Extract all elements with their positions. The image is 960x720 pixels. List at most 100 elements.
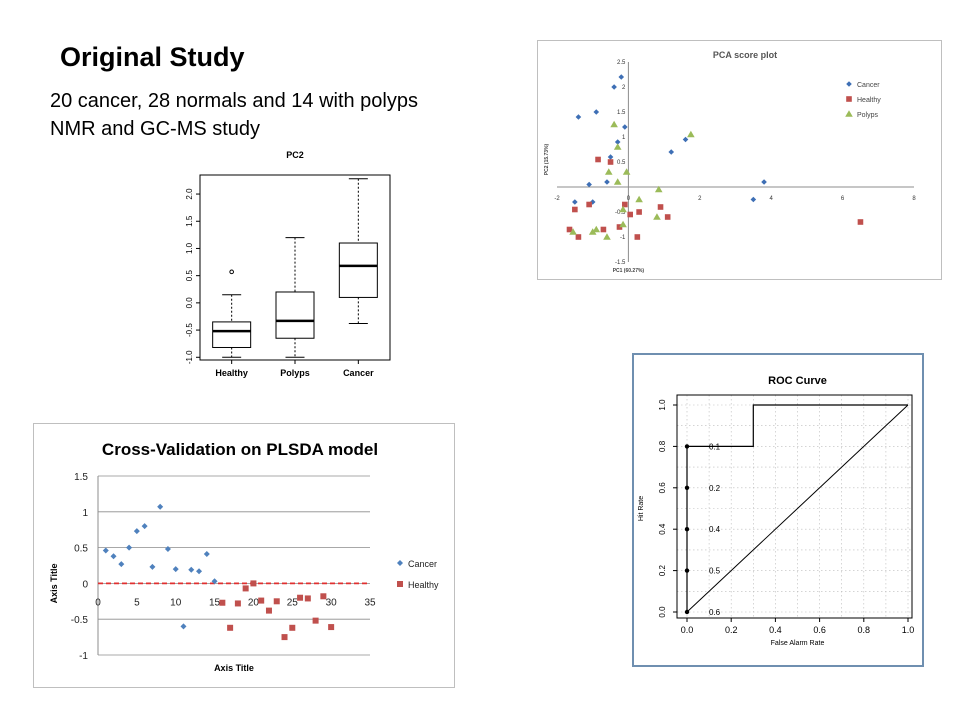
roc-threshold-point <box>684 485 690 490</box>
pca-point-polyps <box>604 168 613 175</box>
roc-xtick-label: 0.6 <box>813 625 826 635</box>
roc-frame <box>632 353 924 667</box>
cv-point-healthy <box>219 599 226 606</box>
pca-point-polyps <box>592 225 601 233</box>
boxplot-box <box>275 291 315 339</box>
cv-point-cancer <box>211 578 218 585</box>
boxplot-category-label: Cancer <box>343 368 374 378</box>
roc-threshold-point <box>684 444 690 449</box>
pca-ytick-label: -1 <box>620 235 626 241</box>
roc-y-label: Hit Rate <box>638 496 645 521</box>
boxplot-category-label: Polyps <box>280 368 310 378</box>
cv-xtick-label: 10 <box>170 597 182 608</box>
cv-point-healthy <box>258 597 265 604</box>
cv-point-healthy <box>227 624 234 631</box>
cv-point-cancer <box>196 568 203 575</box>
roc-threshold-point <box>684 609 690 615</box>
boxplot-ytick-label: 1.5 <box>185 215 194 227</box>
pca-point-healthy <box>627 211 633 218</box>
cv-point-healthy <box>242 585 249 592</box>
cv-point-healthy <box>297 594 304 601</box>
pca-ytick-label: 1 <box>622 135 626 141</box>
pca-point-polyps <box>622 168 631 175</box>
boxplot-ytick-label: 0.0 <box>185 297 194 309</box>
boxplot-ytick-label: 0.5 <box>185 270 194 282</box>
pca-legend-marker-polyps <box>845 110 853 117</box>
cv-legend-marker-cancer <box>397 560 403 566</box>
study-description-line-2: NMR and GC-MS study <box>50 118 261 140</box>
cv-point-healthy <box>265 607 272 614</box>
pca-point-healthy <box>622 201 628 208</box>
roc-title: ROC Curve <box>768 375 827 387</box>
pca-legend-marker-healthy <box>846 96 852 102</box>
cv-point-healthy <box>320 593 327 600</box>
cv-ytick-label: -1 <box>79 651 88 662</box>
roc-chance-diagonal <box>686 404 909 613</box>
cv-point-healthy <box>273 598 280 605</box>
pca-point-healthy <box>586 201 592 208</box>
pca-point-cancer <box>607 154 614 160</box>
cv-xtick-label: 5 <box>134 597 140 608</box>
cv-point-cancer <box>118 561 125 568</box>
cv-ytick-label: 1.5 <box>74 472 88 483</box>
pca-point-cancer <box>604 179 610 185</box>
pca-point-polyps <box>635 195 643 203</box>
pca-legend-marker-cancer <box>846 81 852 87</box>
cv-point-cancer <box>172 566 179 573</box>
cv-x-label: Axis Title <box>214 663 254 673</box>
roc-ytick-label: 0.6 <box>658 482 667 494</box>
pca-point-cancer <box>750 196 757 203</box>
roc-ytick-label: 1.0 <box>658 399 667 411</box>
roc-threshold-label: 0.6 <box>709 608 721 617</box>
pca-xtick-label: 6 <box>841 196 845 202</box>
pca-point-polyps <box>619 220 627 228</box>
boxplot-ytick-label: 2.0 <box>185 188 194 200</box>
pca-x-label: PC1 (60.27%) <box>613 268 645 274</box>
pca-xtick-label: 4 <box>770 196 774 202</box>
cv-point-cancer <box>164 546 171 553</box>
pca-xtick-label: 0 <box>627 196 631 202</box>
pca-point-cancer <box>593 109 600 115</box>
study-description-line-1: 20 cancer, 28 normals and 14 with polyps <box>50 90 418 112</box>
pca-point-polyps <box>613 143 622 150</box>
cv-ytick-label: 0.5 <box>74 544 88 555</box>
pca-point-healthy <box>572 206 578 213</box>
boxplot-box <box>338 242 378 298</box>
roc-xtick-label: 0.2 <box>725 625 738 635</box>
boxplot-outlier <box>229 269 234 275</box>
boxplot-title: PC2 <box>286 150 304 160</box>
cv-point-cancer <box>110 553 117 560</box>
pca-point-healthy <box>636 209 642 215</box>
pca-point-cancer <box>572 199 578 205</box>
roc-threshold-point <box>684 527 690 532</box>
roc-ytick-label: 0.0 <box>658 606 667 618</box>
cv-point-healthy <box>250 580 257 587</box>
pca-score-plot-chart: PCA score plot -2 0 2 4 6 8 -1.5 -1 -0.5 0.5 1 1.5 2 2… <box>537 40 942 280</box>
pca-point-healthy <box>607 159 614 165</box>
roc-x-label: False Alarm Rate <box>771 640 825 647</box>
cv-point-cancer <box>133 528 140 535</box>
cv-ytick-label: 1 <box>82 508 88 519</box>
pca-legend-label: Cancer <box>857 82 880 89</box>
pca-ytick-label: -0.5 <box>615 210 626 216</box>
pca-ytick-label: -1.5 <box>615 260 626 266</box>
cv-point-cancer <box>149 563 156 570</box>
cv-point-healthy <box>281 634 288 641</box>
cv-frame <box>33 423 455 688</box>
roc-ytick-label: 0.4 <box>658 523 667 535</box>
pca-point-polyps <box>588 228 597 235</box>
pca-point-cancer <box>614 139 621 145</box>
roc-curve-line <box>686 404 908 612</box>
pca-xtick-label: 2 <box>698 196 702 202</box>
cv-point-cancer <box>102 547 109 554</box>
pca-legend-label: Healthy <box>857 97 881 104</box>
boxplot-box <box>212 321 252 348</box>
roc-xtick-label: 1.0 <box>902 625 915 635</box>
cv-point-cancer <box>180 623 187 630</box>
pca-ytick-label: 1.5 <box>617 110 626 116</box>
pca-xtick-label: 8 <box>912 196 916 202</box>
cv-point-cancer <box>157 503 164 510</box>
slide-title: Original Study <box>60 42 245 72</box>
cv-point-healthy <box>328 624 335 631</box>
cv-title: Cross-Validation on PLSDA model <box>102 440 378 459</box>
